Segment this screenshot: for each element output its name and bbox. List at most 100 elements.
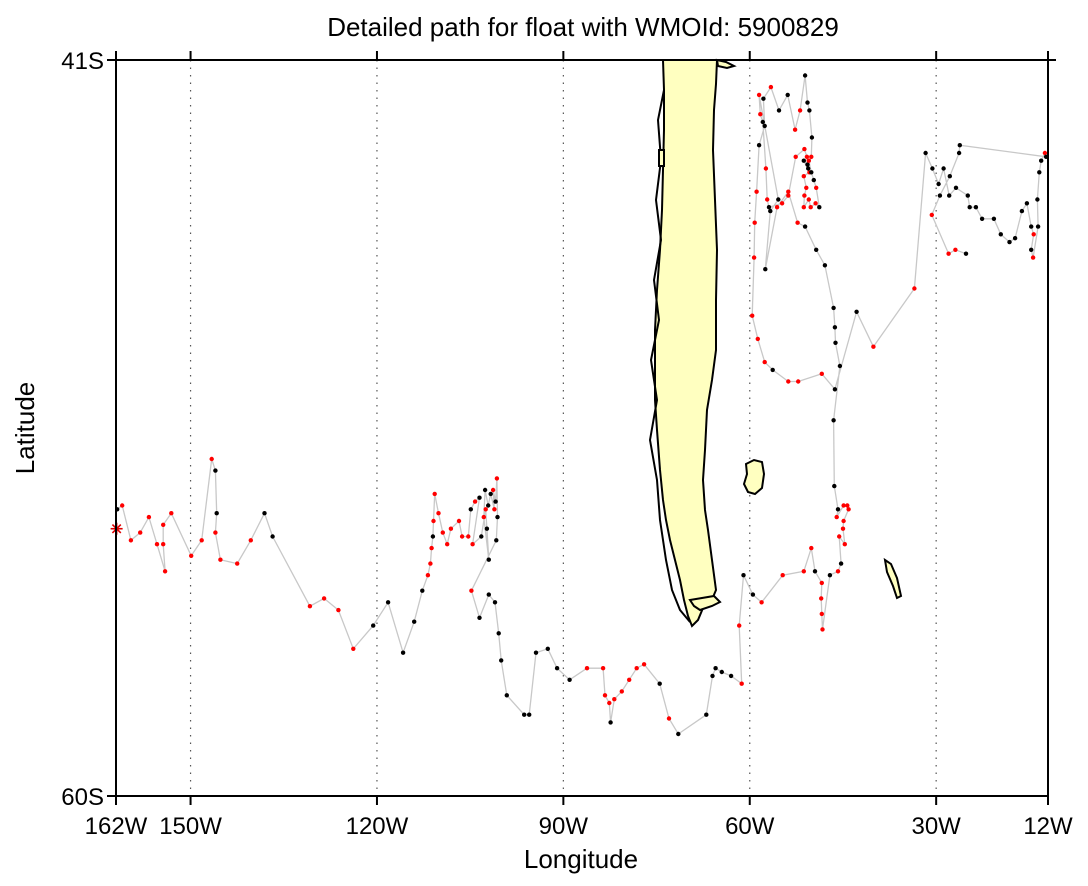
position-point-red bbox=[801, 205, 806, 210]
position-point-black bbox=[768, 208, 773, 214]
position-point-black bbox=[762, 123, 767, 129]
position-point-black bbox=[998, 232, 1003, 237]
position-point-red bbox=[774, 205, 780, 210]
position-point-red bbox=[797, 108, 803, 113]
position-point-black bbox=[1035, 224, 1041, 229]
position-point-black bbox=[831, 418, 836, 423]
position-point-red bbox=[834, 514, 839, 520]
float-track bbox=[116, 75, 1048, 735]
position-point-black bbox=[838, 561, 844, 566]
position-point-red bbox=[248, 538, 253, 543]
south-georgia-island bbox=[883, 557, 903, 600]
position-point-black bbox=[827, 573, 833, 578]
position-point-black bbox=[213, 468, 218, 473]
position-point-red bbox=[459, 534, 465, 539]
position-point-red bbox=[490, 487, 496, 493]
axis-ticks: 162W 150W 120W 90W 60W 30W 12W 41S 60S bbox=[61, 48, 1073, 840]
position-point-black bbox=[802, 73, 808, 78]
position-point-red bbox=[627, 677, 632, 682]
position-point-red bbox=[431, 518, 436, 524]
position-point-red bbox=[755, 336, 760, 342]
position-point-black bbox=[477, 495, 482, 500]
position-point-black bbox=[400, 650, 406, 655]
x-tick-label: 150W bbox=[159, 813, 222, 840]
position-point-red bbox=[199, 538, 204, 543]
position-point-red bbox=[146, 514, 152, 520]
position-point-black bbox=[486, 592, 491, 597]
position-point-black bbox=[412, 619, 417, 624]
position-point-red bbox=[780, 573, 785, 578]
position-point-black bbox=[832, 325, 838, 330]
position-point-red bbox=[666, 716, 672, 721]
position-point-black bbox=[812, 569, 818, 574]
position-point-red bbox=[169, 511, 174, 516]
position-point-red bbox=[792, 127, 798, 132]
position-point-black bbox=[214, 511, 219, 516]
tierra-del-fuego-islands bbox=[688, 594, 722, 612]
position-point-black bbox=[761, 96, 766, 101]
position-point-red bbox=[842, 542, 847, 547]
position-point-black bbox=[936, 181, 941, 187]
position-point-red bbox=[737, 623, 742, 628]
chiloe-island bbox=[658, 149, 665, 167]
position-point-black bbox=[545, 646, 550, 651]
x-tick-label: 90W bbox=[539, 813, 589, 840]
position-point-black bbox=[262, 511, 267, 516]
position-point-black bbox=[1037, 170, 1042, 175]
position-point-red bbox=[801, 569, 806, 574]
position-point-red bbox=[765, 197, 770, 202]
y-axis-title: Latitude bbox=[10, 382, 40, 475]
position-point-red bbox=[759, 600, 764, 605]
position-point-black bbox=[1012, 236, 1018, 241]
y-tick-label: 60S bbox=[61, 784, 104, 811]
position-point-red bbox=[763, 166, 769, 171]
position-point-red bbox=[845, 503, 850, 508]
position-point-red bbox=[1030, 255, 1036, 260]
position-point-red bbox=[786, 379, 791, 384]
position-point-black bbox=[522, 712, 527, 717]
position-point-red bbox=[809, 545, 814, 551]
x-tick-label: 30W bbox=[911, 813, 961, 840]
position-point-black bbox=[710, 673, 715, 679]
position-point-black bbox=[756, 143, 762, 148]
position-point-black bbox=[482, 487, 488, 493]
grid-lines bbox=[189, 60, 937, 796]
position-point-black bbox=[947, 174, 952, 179]
position-point-red bbox=[796, 379, 801, 384]
position-point-black bbox=[807, 108, 812, 113]
position-point-black bbox=[967, 205, 972, 210]
position-point-black bbox=[776, 197, 781, 202]
position-point-red bbox=[819, 611, 824, 617]
coastal-islands-outline bbox=[648, 89, 691, 623]
position-point-black bbox=[937, 193, 943, 198]
position-point-red bbox=[483, 507, 488, 512]
position-point-red bbox=[209, 456, 214, 462]
position-point-red bbox=[445, 542, 450, 547]
position-point-red bbox=[425, 573, 431, 578]
position-point-red bbox=[1042, 150, 1048, 156]
position-point-red bbox=[946, 251, 951, 256]
position-point-black bbox=[494, 538, 499, 543]
position-point-red bbox=[602, 693, 608, 698]
position-point-black bbox=[805, 100, 810, 105]
position-point-black bbox=[814, 247, 819, 252]
position-point-red bbox=[752, 220, 757, 225]
position-point-red bbox=[189, 553, 194, 558]
position-point-black bbox=[750, 592, 756, 597]
position-point-black bbox=[1007, 239, 1012, 245]
position-point-black bbox=[495, 514, 500, 520]
position-point-red bbox=[634, 666, 639, 671]
position-point-black bbox=[811, 177, 816, 183]
position-point-black bbox=[468, 507, 473, 512]
position-point-black bbox=[805, 162, 810, 167]
position-point-red bbox=[804, 185, 809, 190]
position-point-black bbox=[371, 623, 376, 628]
position-point-black bbox=[785, 92, 790, 98]
position-point-red bbox=[307, 604, 313, 609]
position-point-black bbox=[763, 267, 768, 272]
position-point-black bbox=[430, 534, 436, 539]
position-point-red bbox=[321, 596, 327, 601]
position-point-red bbox=[138, 530, 143, 535]
position-point-red bbox=[466, 534, 471, 539]
